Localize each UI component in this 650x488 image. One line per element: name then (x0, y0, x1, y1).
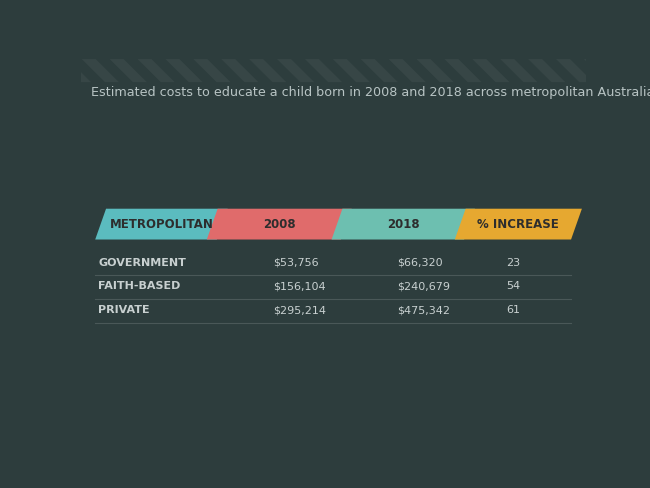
Polygon shape (332, 209, 475, 240)
Polygon shape (207, 209, 352, 240)
Text: 61: 61 (506, 305, 520, 315)
Text: FAITH-BASED: FAITH-BASED (98, 282, 181, 291)
Text: PRIVATE: PRIVATE (98, 305, 150, 315)
Text: $66,320: $66,320 (397, 258, 443, 267)
Text: 2008: 2008 (263, 218, 296, 231)
Text: 54: 54 (506, 282, 520, 291)
Text: Estimated costs to educate a child born in 2008 and 2018 across metropolitan Aus: Estimated costs to educate a child born … (90, 85, 650, 99)
Text: $53,756: $53,756 (274, 258, 319, 267)
Text: $295,214: $295,214 (274, 305, 326, 315)
Text: $475,342: $475,342 (397, 305, 450, 315)
Polygon shape (455, 209, 582, 240)
Polygon shape (95, 209, 228, 240)
Text: % INCREASE: % INCREASE (478, 218, 559, 231)
Text: $240,679: $240,679 (397, 282, 450, 291)
Text: 23: 23 (506, 258, 520, 267)
Text: GOVERNMENT: GOVERNMENT (98, 258, 186, 267)
Text: $156,104: $156,104 (274, 282, 326, 291)
Text: 2018: 2018 (387, 218, 420, 231)
Text: METROPOLITAN: METROPOLITAN (109, 218, 213, 231)
